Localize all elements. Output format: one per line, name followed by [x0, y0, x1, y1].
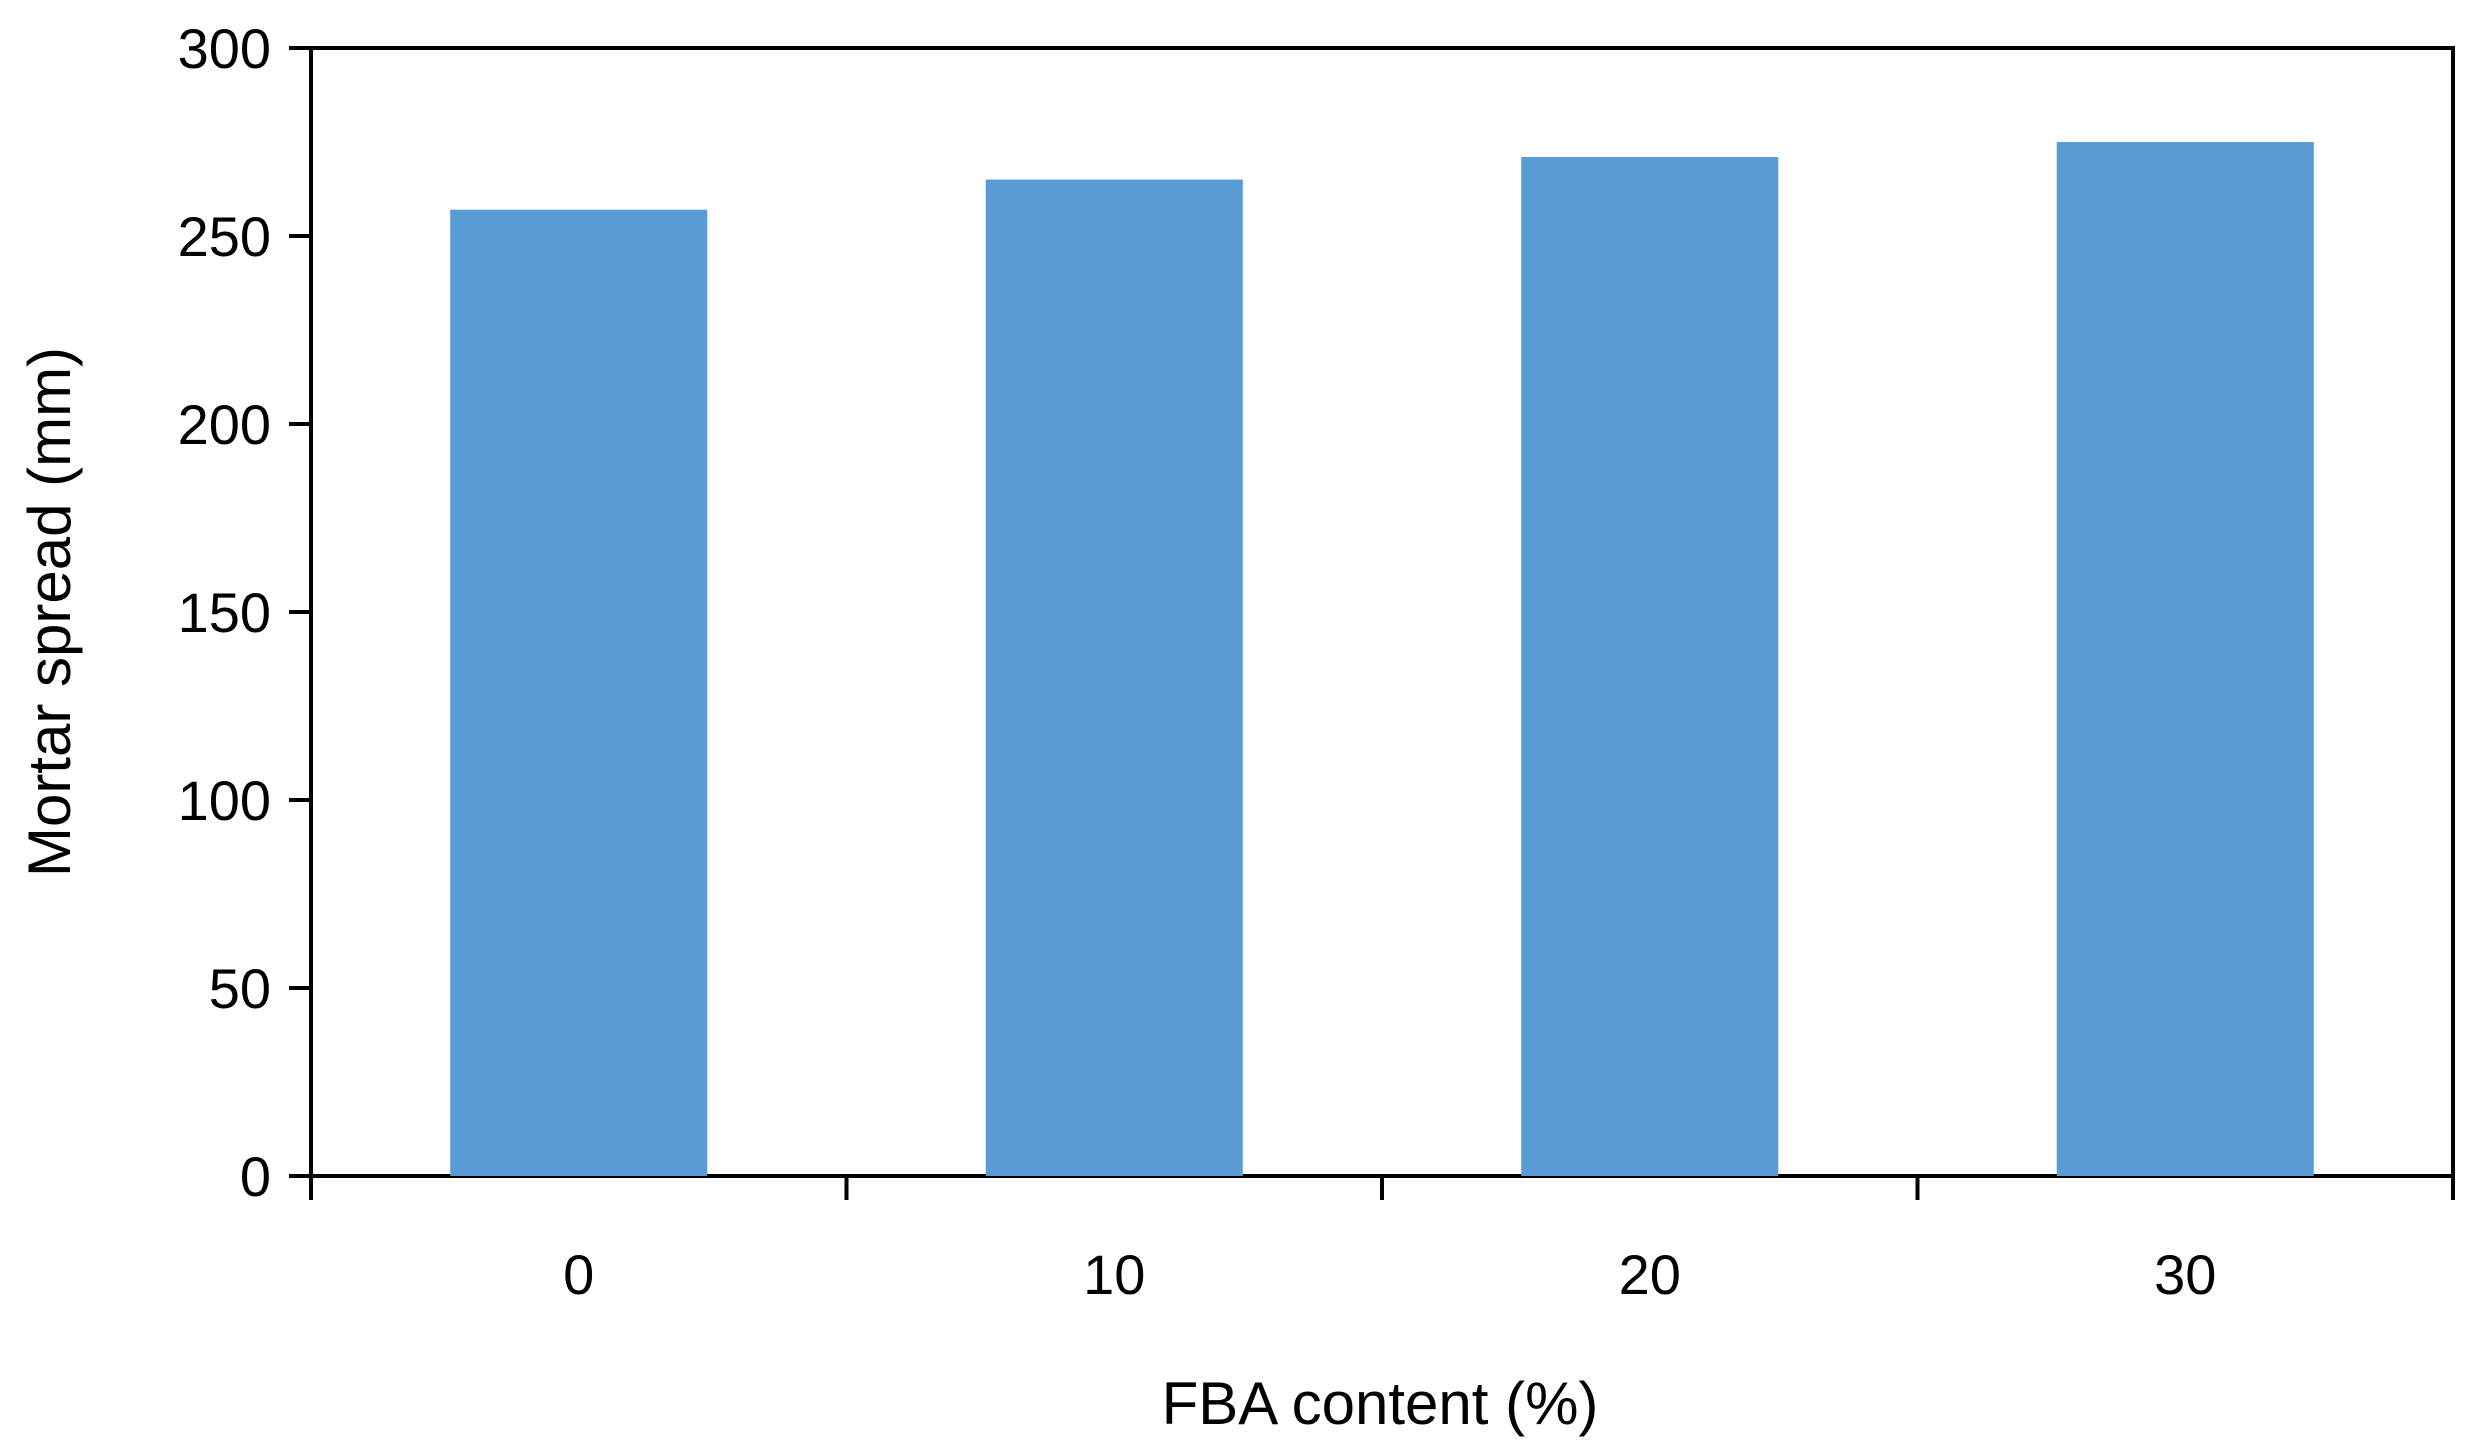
x-axis: 0 10 20 30	[309, 1176, 2455, 1306]
y-tick-label: 200	[178, 393, 271, 456]
x-tick-label-10: 10	[1083, 1243, 1145, 1306]
x-tick-label-30: 30	[2154, 1243, 2216, 1306]
bar-0	[450, 209, 708, 1176]
x-tick-label-20: 20	[1619, 1243, 1681, 1306]
bar-10	[985, 179, 1243, 1177]
x-axis-title: FBA content (%)	[1162, 1370, 1599, 1437]
x-tick-label-0: 0	[563, 1243, 594, 1306]
y-tick-label: 250	[178, 205, 271, 268]
y-tick-label: 50	[209, 957, 271, 1020]
bars	[450, 142, 2314, 1177]
y-tick-label: 100	[178, 769, 271, 832]
plot-area	[309, 46, 2455, 1178]
bar-30	[2056, 142, 2314, 1176]
y-tick-label: 300	[178, 17, 271, 80]
y-axis: 0 50 100 150 200 250 300	[178, 17, 311, 1208]
y-tick-label: 0	[240, 1145, 271, 1208]
y-axis-title: Mortar spread (mm)	[16, 347, 83, 877]
bar-20	[1521, 157, 1779, 1177]
y-tick-label: 150	[178, 581, 271, 644]
